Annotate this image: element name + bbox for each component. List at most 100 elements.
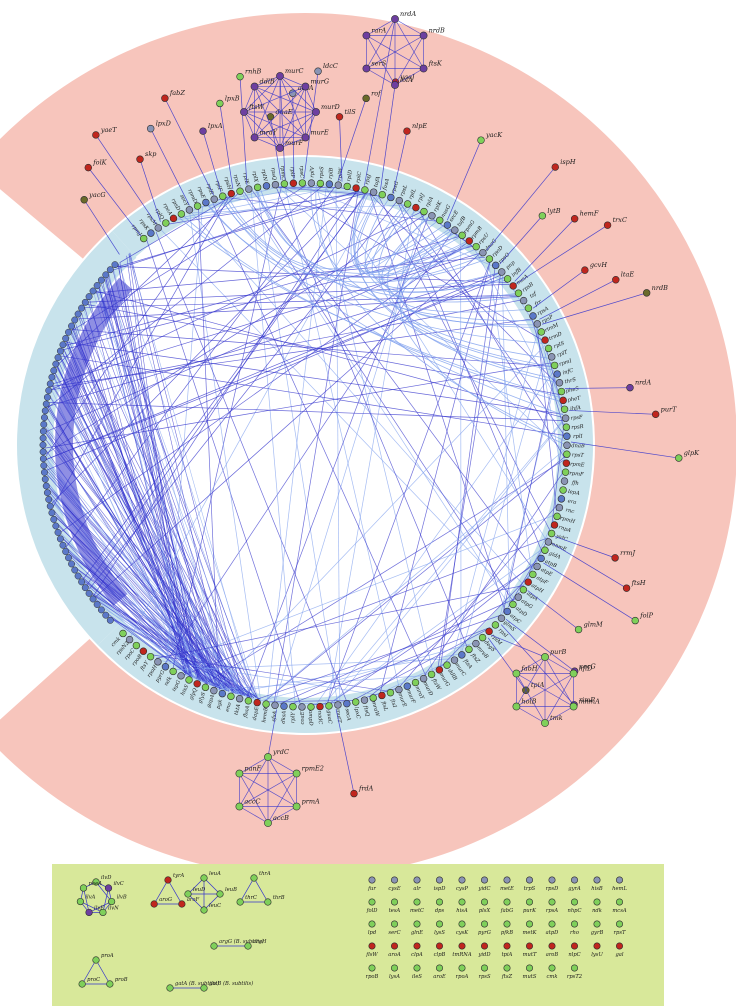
ribosomal-node — [97, 276, 105, 284]
ring-node-label: rplB — [328, 167, 335, 179]
cluster-node — [419, 64, 428, 73]
legend-singleton-node — [525, 920, 533, 928]
edge — [96, 289, 240, 695]
ring-node-label: rpsA — [536, 306, 550, 317]
ring-node — [537, 328, 546, 336]
edge — [156, 585, 524, 659]
ring-node — [465, 645, 473, 654]
legend-singleton-label: dps — [435, 908, 445, 914]
legend-singleton-node — [593, 876, 601, 884]
peripheral-node — [622, 584, 631, 592]
ring-node-label: rnc — [565, 507, 575, 515]
peripheral-node — [236, 72, 244, 81]
edge — [381, 216, 505, 293]
ribosomal-node — [65, 328, 72, 336]
ring-node-label: rpsS — [319, 166, 326, 179]
legend-singleton-label: hisB — [591, 886, 603, 892]
edge — [119, 194, 235, 263]
edge — [48, 403, 205, 683]
edge — [364, 18, 396, 186]
legend-edge — [102, 887, 109, 913]
edge — [328, 562, 537, 705]
ring-node-label: lepA — [567, 489, 580, 497]
cluster-node — [264, 753, 272, 761]
ring-node — [544, 344, 553, 353]
legend-singleton-label: clpB — [434, 952, 446, 958]
ring-node-label: atpA — [525, 591, 539, 603]
ring-node-label: dksA — [281, 710, 288, 724]
legend-singleton-node — [570, 964, 578, 972]
peripheral-node — [84, 163, 92, 172]
ring-node-label: rplL — [408, 188, 418, 201]
peripheral-node-label: fabZ — [169, 89, 185, 97]
cluster-node — [292, 802, 301, 811]
peripheral-node-label: yaeJ — [399, 73, 414, 81]
edge — [507, 543, 546, 608]
edge — [254, 137, 281, 149]
edge — [254, 614, 503, 701]
legend-singleton-node — [368, 898, 376, 906]
edge — [239, 773, 297, 807]
edge — [487, 637, 527, 691]
ring-node-label: infB — [511, 267, 523, 279]
edge — [539, 279, 616, 320]
ring-node-label: rpmE — [570, 461, 585, 468]
peripheral-node-label: ispH — [560, 158, 576, 166]
ring-node — [154, 224, 162, 232]
edge — [364, 198, 519, 303]
legend-singleton-label: tpiA — [502, 952, 513, 958]
ring-node — [509, 600, 517, 609]
legend-node — [104, 884, 113, 892]
peripheral-node-label: ltaE — [621, 271, 635, 279]
legend-node-label: leuB — [225, 887, 237, 893]
peripheral-node-label: lytB — [547, 207, 560, 215]
cluster-node-label: rpmE2 — [302, 765, 324, 773]
ribosomal-node — [62, 334, 70, 342]
edge — [190, 211, 525, 586]
edge — [366, 68, 396, 86]
edge — [501, 275, 510, 606]
ring-node — [555, 379, 564, 387]
edge — [198, 207, 220, 691]
cluster-node — [312, 108, 320, 116]
edge — [53, 376, 206, 683]
edge — [96, 288, 252, 698]
peripheral-node — [631, 616, 639, 625]
legend-singleton-node — [390, 942, 398, 950]
ring-node-label: ftsI — [389, 697, 398, 709]
ring-node — [491, 261, 500, 270]
ring-node-label: nadC — [316, 711, 323, 725]
edge — [326, 261, 491, 705]
edge — [239, 76, 248, 186]
dense-edge-bundle — [55, 277, 133, 606]
ring-node — [132, 641, 141, 650]
edge — [94, 252, 481, 599]
legend-singleton-label: metE — [500, 886, 514, 892]
legend-singleton-label: serC — [388, 930, 400, 936]
legend-edge — [153, 879, 169, 905]
legend-singleton-node — [413, 920, 421, 928]
cluster-node — [569, 669, 578, 678]
ring-node-label: ftsZ — [469, 652, 481, 665]
edge — [93, 190, 358, 597]
legend-singleton-node — [570, 942, 578, 950]
ring-node-label: lpxC — [353, 707, 361, 720]
edge — [166, 514, 556, 666]
ring-node-label: mraY — [414, 685, 426, 701]
edge — [254, 86, 306, 138]
legend-singleton-label: aroA — [388, 952, 401, 958]
legend-singleton-label: fabG — [500, 908, 513, 914]
peripheral-node — [581, 266, 589, 274]
edge — [279, 598, 515, 705]
ribosomal-node — [106, 616, 114, 624]
ribosomal-node — [59, 341, 67, 349]
cluster-node-label: accB — [273, 814, 289, 822]
legend-edge — [80, 901, 104, 913]
ring-node-label: rplX — [251, 171, 259, 183]
edge — [323, 419, 564, 705]
legend-singleton-label: nlpC — [568, 952, 580, 958]
ring-node — [245, 185, 253, 193]
ribosomal-node — [54, 529, 62, 536]
legend-singleton-node — [525, 876, 533, 884]
peripheral-node-label: glpK — [684, 449, 700, 457]
